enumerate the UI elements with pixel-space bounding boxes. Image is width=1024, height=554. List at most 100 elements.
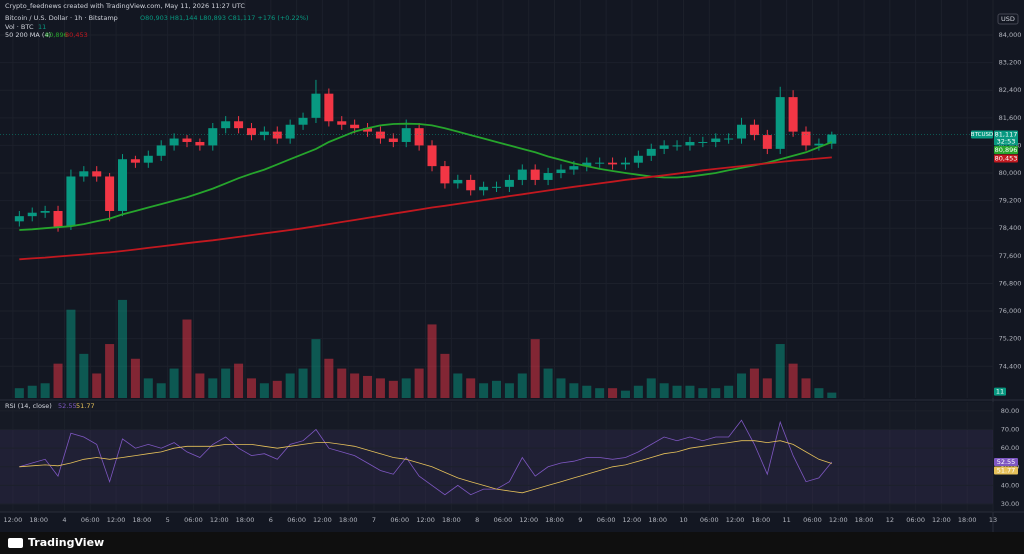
x-tick-label: 8 bbox=[475, 516, 479, 524]
volume-bar bbox=[517, 373, 527, 398]
x-tick-label: 06:00 bbox=[803, 516, 822, 524]
created-note: Crypto_feednews created with TradingView… bbox=[5, 2, 245, 10]
volume-legend-value: 11 bbox=[38, 23, 46, 31]
candle-body bbox=[427, 145, 437, 167]
x-tick-label: 11 bbox=[783, 516, 791, 524]
candle-body bbox=[246, 128, 256, 136]
rsi-tick-label: 70.00 bbox=[1001, 426, 1020, 434]
x-tick-label: 12:00 bbox=[416, 516, 435, 524]
candle-body bbox=[182, 138, 192, 142]
symbol: Bitcoin / U.S. Dollar · 1h · Bitstamp bbox=[5, 14, 118, 22]
volume-bar bbox=[737, 373, 747, 398]
candle-body bbox=[92, 171, 102, 177]
candle-body bbox=[620, 162, 630, 165]
ticker: BTCUSD bbox=[971, 132, 993, 138]
currency-box[interactable] bbox=[997, 13, 1019, 25]
ma-legend: 50 200 MA (4) bbox=[5, 31, 51, 39]
candle-body bbox=[221, 121, 231, 129]
x-tick-label: 12:00 bbox=[726, 516, 745, 524]
volume-bar bbox=[285, 373, 295, 398]
x-tick-label: 6 bbox=[269, 516, 273, 524]
x-tick-label: 12:00 bbox=[210, 516, 229, 524]
candle-body bbox=[14, 216, 24, 222]
x-tick-label: 12:00 bbox=[623, 516, 642, 524]
candle-body bbox=[775, 97, 785, 149]
volume-bar bbox=[414, 368, 424, 398]
candle-body bbox=[208, 128, 218, 146]
x-tick-label: 06:00 bbox=[287, 516, 306, 524]
y-tick-label: 74,400 bbox=[999, 362, 1022, 370]
volume-bar bbox=[130, 358, 140, 398]
volume-bar bbox=[440, 353, 450, 398]
candle-body bbox=[659, 145, 669, 149]
volume-bar bbox=[724, 385, 734, 398]
y-tick-label: 82,400 bbox=[999, 86, 1022, 94]
volume-bar bbox=[479, 383, 489, 398]
volume-bar bbox=[672, 385, 682, 398]
candle-body bbox=[401, 128, 411, 142]
volume-bar bbox=[698, 388, 708, 398]
volume-bar bbox=[195, 373, 205, 398]
candle-body bbox=[130, 159, 140, 163]
countdown: 32:53 bbox=[997, 137, 1016, 145]
y-tick-label: 79,200 bbox=[999, 197, 1022, 205]
rsi-tick-label: 30.00 bbox=[1001, 500, 1020, 508]
candle-body bbox=[363, 128, 373, 132]
volume-bar bbox=[582, 385, 592, 398]
candle-body bbox=[749, 124, 759, 136]
y-tick-label: 77,600 bbox=[999, 252, 1022, 260]
x-tick-label: 12:00 bbox=[829, 516, 848, 524]
brand: TradingView bbox=[28, 536, 105, 549]
candle-body bbox=[788, 97, 798, 132]
rsi-legend: RSI (14, close) bbox=[5, 402, 52, 410]
volume-bar bbox=[388, 380, 398, 398]
y-tick-label: 78,400 bbox=[999, 224, 1022, 232]
candle-body bbox=[117, 159, 128, 211]
candle-body bbox=[711, 138, 721, 142]
volume-bar bbox=[234, 363, 244, 398]
volume-bar bbox=[620, 390, 630, 398]
volume-bar bbox=[504, 383, 514, 398]
volume-bar bbox=[608, 388, 618, 398]
x-tick-label: 7 bbox=[372, 516, 376, 524]
x-tick-label: 10 bbox=[679, 516, 687, 524]
candle-body bbox=[169, 138, 179, 146]
candle-body bbox=[414, 128, 424, 146]
candle-body bbox=[530, 169, 540, 180]
x-tick-label: 18:00 bbox=[132, 516, 151, 524]
rsi-tick-label: 60.00 bbox=[1001, 444, 1020, 452]
x-tick-label: 18:00 bbox=[958, 516, 977, 524]
volume-bar bbox=[646, 378, 656, 398]
price-tag bbox=[994, 458, 1018, 467]
volume-bar bbox=[543, 368, 553, 398]
candle-body bbox=[491, 186, 502, 188]
y-tick-label: 84,000 bbox=[999, 31, 1022, 39]
volume-bar bbox=[27, 385, 37, 398]
price-tag-label: 80,453 bbox=[995, 154, 1018, 162]
volume-bar bbox=[117, 299, 128, 398]
volume-bar bbox=[298, 368, 308, 398]
volume-bar bbox=[272, 380, 282, 398]
candle-body bbox=[375, 131, 385, 139]
price-tag-label: 51.77 bbox=[997, 467, 1016, 475]
volume-bar bbox=[105, 344, 115, 398]
candle-body bbox=[556, 169, 566, 174]
currency: USD bbox=[1001, 15, 1015, 23]
y-tick-label: 83,200 bbox=[999, 59, 1022, 67]
candle-body bbox=[517, 169, 527, 180]
price-tag bbox=[994, 466, 1018, 475]
chart: 12:00 18:00 4 06:00 12:00 18:00 5 06:00 12:00 18:… bbox=[0, 0, 1024, 532]
x-tick-label: 18:00 bbox=[339, 516, 358, 524]
x-tick-label: 06:00 bbox=[390, 516, 409, 524]
volume-bar bbox=[685, 385, 695, 398]
candle-body bbox=[285, 124, 295, 139]
rsi-tick-label: 40.00 bbox=[1001, 481, 1020, 489]
candle-body bbox=[801, 131, 811, 146]
candle-body bbox=[272, 131, 282, 139]
candle-body bbox=[156, 145, 166, 156]
price-tag-label: 80,896 bbox=[995, 146, 1018, 154]
volume-bar bbox=[762, 378, 772, 398]
rsi-tick-label: 80.00 bbox=[1001, 407, 1020, 415]
ma-line bbox=[19, 122, 833, 231]
candle-body bbox=[737, 124, 747, 139]
